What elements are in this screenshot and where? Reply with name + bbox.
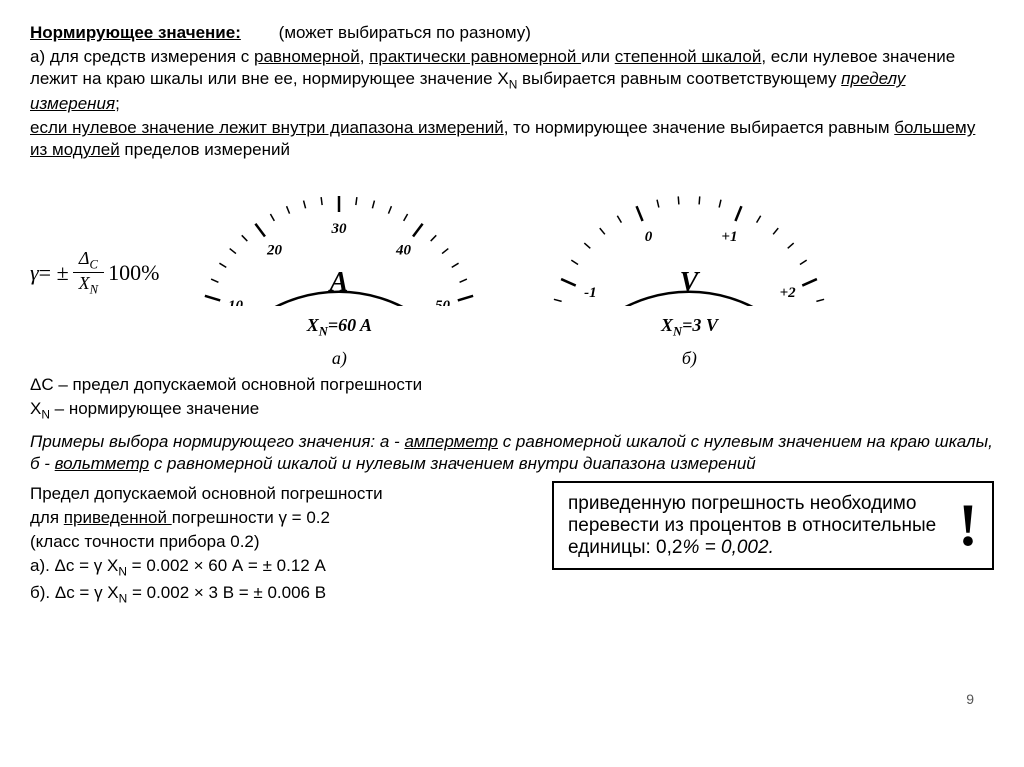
sub: N: [509, 78, 518, 92]
examples-text: Примеры выбора нормирующего значения: а …: [30, 431, 994, 475]
t: ;: [115, 94, 120, 113]
svg-text:30: 30: [331, 221, 348, 237]
formula: γ = ± ΔC XN 100%: [30, 248, 159, 298]
u: амперметр: [404, 432, 498, 451]
sub: N: [673, 325, 682, 339]
title-line: Нормирующее значение: (может выбираться …: [30, 22, 994, 44]
gauge-a-svg: 0102030405060A: [184, 176, 494, 306]
t: % = 0,002.: [682, 537, 773, 558]
exclamation-icon: !: [958, 491, 978, 560]
sub: N: [90, 283, 98, 297]
u: если нулевое значение лежит внутри диапа…: [30, 118, 504, 137]
sym: 100%: [108, 260, 159, 286]
numerator: ΔC: [73, 248, 104, 274]
t: для: [30, 508, 64, 527]
svg-text:+2: +2: [780, 285, 797, 301]
t: а). Δс = γ X: [30, 556, 118, 575]
t: = 0.002 × 3 В = ± 0.006 В: [127, 583, 326, 602]
note-box: приведенную погрешность необходимо перев…: [552, 481, 994, 570]
svg-text:40: 40: [395, 243, 412, 259]
limit-line-3: (класс точности прибора 0.2): [30, 531, 534, 553]
u: степенной шкалой: [615, 47, 762, 66]
sub: N: [118, 565, 127, 579]
sub: N: [41, 407, 50, 421]
para-b: если нулевое значение лежит внутри диапа…: [30, 117, 994, 161]
t: , то нормирующее значение выбирается рав…: [504, 118, 895, 137]
t: = 0.002 × 60 А = ± 0.12 А: [127, 556, 326, 575]
t: погрешности γ = 0.2: [172, 508, 330, 527]
calculations: Предел допускаемой основной погрешности …: [30, 481, 534, 609]
t: а) для средств измерения с: [30, 47, 254, 66]
u: приведенной: [64, 508, 172, 527]
u: равномерной: [254, 47, 360, 66]
t: б). Δс = γ X: [30, 583, 119, 602]
gauge-a-caption: а): [184, 348, 494, 369]
sym: = ±: [39, 260, 69, 286]
u: вольтметр: [55, 454, 149, 473]
t: пределов измерений: [120, 140, 290, 159]
t: с равномерной шкалой и нулевым значением…: [149, 454, 756, 473]
svg-text:+1: +1: [722, 229, 738, 245]
t: выбирается равным соответствующему: [517, 69, 841, 88]
fraction: ΔC XN: [73, 248, 104, 298]
gauge-b-svg: -2-10+1+2+3V: [534, 176, 844, 306]
sub: N: [119, 592, 128, 606]
u: практически равномерной: [369, 47, 581, 66]
svg-text:20: 20: [266, 243, 283, 259]
sym: γ: [30, 260, 39, 286]
t: X: [79, 273, 90, 293]
def-delta-c: ΔС – предел допускаемой основной погрешн…: [30, 374, 994, 396]
limit-line-2: для приведенной погрешности γ = 0.2: [30, 507, 534, 529]
gauge-a-xn: XN=60 A: [184, 315, 494, 340]
t: =60 A: [328, 315, 372, 335]
definitions: ΔС – предел допускаемой основной погрешн…: [30, 374, 994, 423]
t: X: [307, 315, 319, 335]
t: ,: [360, 47, 369, 66]
gauge-b-xn: XN=3 V: [534, 315, 844, 340]
svg-text:A: A: [328, 267, 349, 298]
page-number: 9: [966, 691, 974, 707]
note-text: приведенную погрешность необходимо перев…: [568, 493, 946, 559]
calc-b: б). Δс = γ XN = 0.002 × 3 В = ± 0.006 В: [30, 582, 534, 607]
gauge-b-caption: б): [534, 348, 844, 369]
t: – нормирующее значение: [50, 399, 259, 418]
t: или: [581, 47, 615, 66]
t: =3 V: [682, 315, 718, 335]
para-a: а) для средств измерения с равномерной, …: [30, 46, 994, 115]
title-note: (может выбираться по разному): [279, 23, 531, 42]
title: Нормирующее значение:: [30, 23, 241, 42]
gauges-row: 0102030405060A XN=60 A а) -2-10+1+2+3V X…: [184, 176, 844, 369]
bottom-row: Предел допускаемой основной погрешности …: [30, 481, 994, 609]
gauge-a: 0102030405060A XN=60 A а): [184, 176, 494, 369]
svg-text:10: 10: [228, 298, 244, 306]
t: Примеры выбора нормирующего значения: а …: [30, 432, 404, 451]
sub: N: [319, 325, 328, 339]
t: X: [661, 315, 673, 335]
svg-text:0: 0: [645, 229, 653, 245]
denominator: XN: [73, 273, 104, 298]
limit-line-1: Предел допускаемой основной погрешности: [30, 483, 534, 505]
t: Δ: [79, 248, 90, 268]
svg-text:V: V: [680, 267, 701, 298]
svg-text:-1: -1: [584, 285, 597, 301]
formula-and-gauges: γ = ± ΔC XN 100% 0102030405060A XN=60 A …: [30, 176, 994, 369]
t: X: [30, 399, 41, 418]
sub: C: [89, 257, 97, 271]
calc-a: а). Δс = γ XN = 0.002 × 60 А = ± 0.12 А: [30, 555, 534, 580]
svg-text:50: 50: [435, 298, 451, 306]
gauge-b: -2-10+1+2+3V XN=3 V б): [534, 176, 844, 369]
def-xn: XN – нормирующее значение: [30, 398, 994, 423]
